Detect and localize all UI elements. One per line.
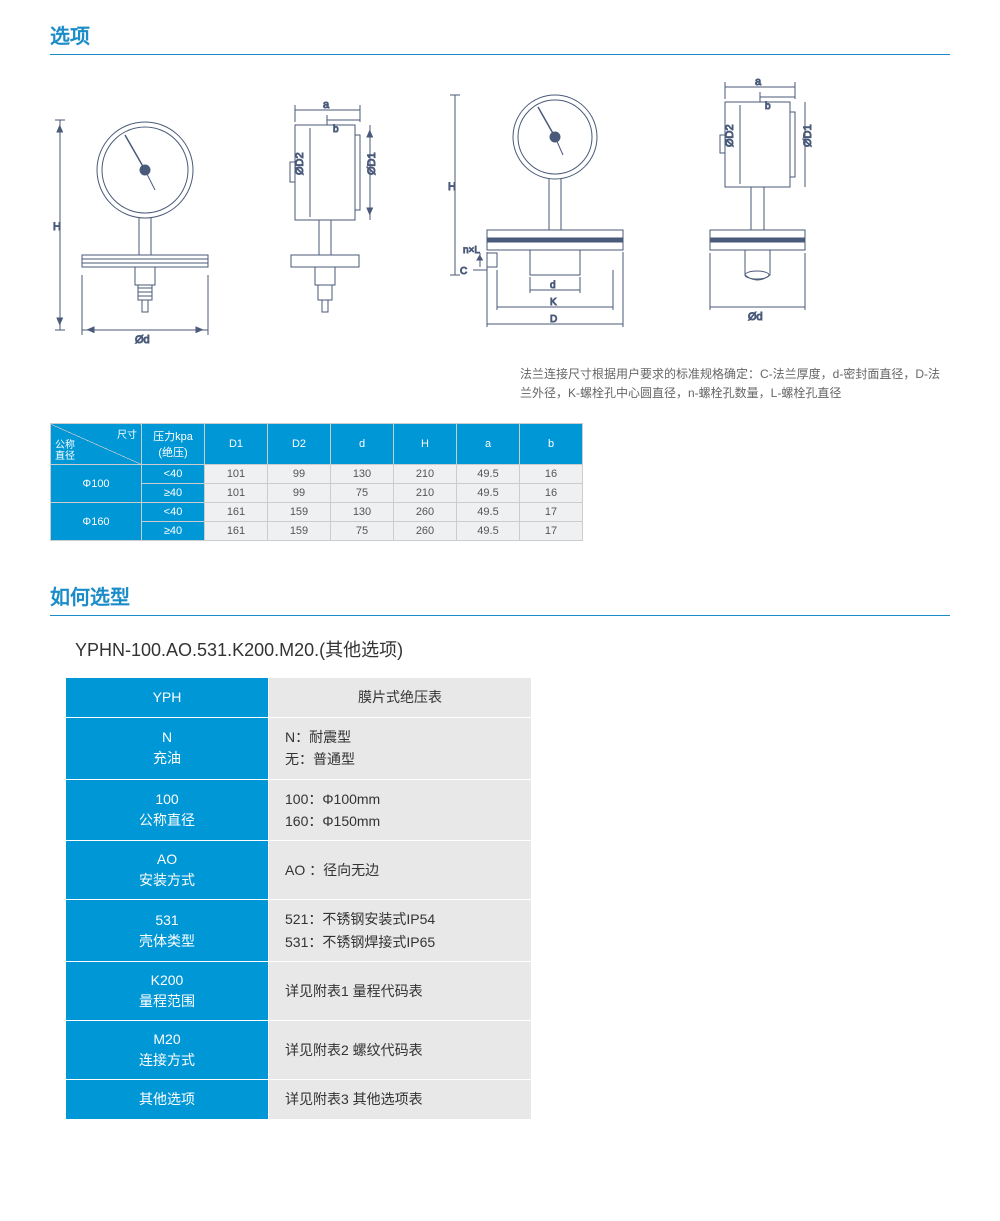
select-key: YPH xyxy=(66,678,269,717)
value-cell: 260 xyxy=(394,522,457,541)
svg-text:H: H xyxy=(53,221,61,233)
value-cell: 17 xyxy=(520,522,583,541)
col-D2: D2 xyxy=(268,424,331,465)
group-label: Φ100 xyxy=(51,465,142,503)
pressure-cell: ≥40 xyxy=(142,484,205,503)
select-key: AO安装方式 xyxy=(66,841,269,900)
dimensions-table: 尺寸 公称直径 压力kpa (绝压) D1 D2 d H a b Φ100<40… xyxy=(50,423,583,541)
value-cell: 49.5 xyxy=(457,503,520,522)
svg-text:d: d xyxy=(550,280,556,291)
select-key: N充油 xyxy=(66,717,269,779)
value-cell: 16 xyxy=(520,465,583,484)
select-val: 详见附表1 量程代码表 xyxy=(269,962,532,1021)
section-options-title: 选项 xyxy=(50,20,950,55)
pressure-cell: ≥40 xyxy=(142,522,205,541)
svg-text:Ød: Ød xyxy=(135,334,150,346)
section-select-title: 如何选型 xyxy=(50,581,950,616)
svg-text:ØD2: ØD2 xyxy=(294,152,306,175)
svg-text:ØD1: ØD1 xyxy=(366,152,378,175)
select-val: 详见附表3 其他选项表 xyxy=(269,1080,532,1119)
value-cell: 16 xyxy=(520,484,583,503)
col-pressure: 压力kpa (绝压) xyxy=(142,424,205,465)
gauge-front-flange: H n×L C xyxy=(445,75,655,350)
svg-text:C: C xyxy=(460,266,467,277)
svg-text:K: K xyxy=(550,297,557,308)
diagram-threaded: H xyxy=(50,75,385,350)
select-val: 膜片式绝压表 xyxy=(269,678,532,717)
value-cell: 161 xyxy=(205,503,268,522)
table-corner: 尺寸 公称直径 xyxy=(51,424,142,465)
value-cell: 75 xyxy=(331,522,394,541)
diagrams-row: H xyxy=(50,75,950,350)
value-cell: 130 xyxy=(331,503,394,522)
value-cell: 49.5 xyxy=(457,465,520,484)
svg-text:n×L: n×L xyxy=(463,245,480,256)
svg-text:H: H xyxy=(448,181,456,193)
select-key: 其他选项 xyxy=(66,1080,269,1119)
svg-text:ØD2: ØD2 xyxy=(724,124,736,147)
gauge-side-flange: a b ØD1 ØD2 Ød xyxy=(685,75,825,350)
svg-text:Ød: Ød xyxy=(748,311,763,323)
col-D1: D1 xyxy=(205,424,268,465)
value-cell: 101 xyxy=(205,465,268,484)
flange-caption: 法兰连接尺寸根据用户要求的标准规格确定：C-法兰厚度，d-密封面直径，D-法兰外… xyxy=(520,365,940,403)
col-a: a xyxy=(457,424,520,465)
gauge-front-threaded: H xyxy=(50,100,225,350)
value-cell: 210 xyxy=(394,465,457,484)
value-cell: 101 xyxy=(205,484,268,503)
value-cell: 75 xyxy=(331,484,394,503)
value-cell: 159 xyxy=(268,503,331,522)
value-cell: 159 xyxy=(268,522,331,541)
select-key: 100公称直径 xyxy=(66,779,269,841)
value-cell: 210 xyxy=(394,484,457,503)
pressure-cell: <40 xyxy=(142,503,205,522)
svg-text:a: a xyxy=(755,76,762,88)
svg-text:ØD1: ØD1 xyxy=(802,124,814,147)
select-key: K200量程范围 xyxy=(66,962,269,1021)
value-cell: 49.5 xyxy=(457,522,520,541)
svg-text:a: a xyxy=(323,100,330,111)
value-cell: 49.5 xyxy=(457,484,520,503)
select-val: 100：Φ100mm160：Φ150mm xyxy=(269,779,532,841)
select-val: AO ：径向无边 xyxy=(269,841,532,900)
value-cell: 161 xyxy=(205,522,268,541)
select-key: 531壳体类型 xyxy=(66,900,269,962)
pressure-cell: <40 xyxy=(142,465,205,484)
value-cell: 260 xyxy=(394,503,457,522)
svg-text:D: D xyxy=(550,314,557,325)
col-d: d xyxy=(331,424,394,465)
value-cell: 17 xyxy=(520,503,583,522)
value-cell: 130 xyxy=(331,465,394,484)
model-code: YPHN-100.AO.531.K200.M20.(其他选项) xyxy=(75,636,950,662)
value-cell: 99 xyxy=(268,465,331,484)
svg-text:b: b xyxy=(765,101,771,112)
selection-table: YPH膜片式绝压表N充油N：耐震型无：普通型100公称直径100：Φ100mm1… xyxy=(65,677,532,1119)
select-key: M20连接方式 xyxy=(66,1021,269,1080)
col-H: H xyxy=(394,424,457,465)
group-label: Φ160 xyxy=(51,503,142,541)
diagram-flange: H n×L C xyxy=(445,75,825,350)
value-cell: 99 xyxy=(268,484,331,503)
select-val: 521：不锈钢安装式IP54531：不锈钢焊接式IP65 xyxy=(269,900,532,962)
select-val: N：耐震型无：普通型 xyxy=(269,717,532,779)
col-b: b xyxy=(520,424,583,465)
select-val: 详见附表2 螺纹代码表 xyxy=(269,1021,532,1080)
svg-text:b: b xyxy=(333,124,339,135)
gauge-side-threaded: a b ØD1 ØD2 xyxy=(255,100,385,350)
